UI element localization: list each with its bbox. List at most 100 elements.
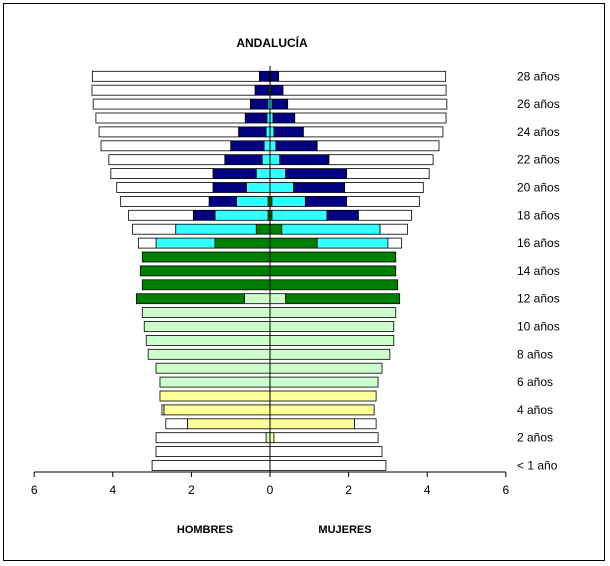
bar-men-28-2 bbox=[91, 70, 260, 82]
x-tick-label-1: 4 bbox=[109, 483, 116, 497]
bar-women-24-0 bbox=[269, 126, 275, 138]
y-tick-label-5: 10 años bbox=[517, 320, 560, 334]
bars-group bbox=[91, 70, 448, 471]
y-tick-label-14: 28 años bbox=[517, 69, 560, 83]
bar-men-7-0 bbox=[155, 362, 271, 374]
bar-men-4-0 bbox=[163, 404, 271, 416]
bar-women-16-2 bbox=[387, 237, 403, 249]
bar-women-8-0 bbox=[269, 348, 391, 360]
bar-women-11-0 bbox=[269, 307, 397, 319]
bar-men-2-1 bbox=[155, 432, 267, 444]
x-tick-label-2: 2 bbox=[188, 483, 195, 497]
bar-women-19-2 bbox=[304, 195, 348, 207]
bar-women-6-0 bbox=[269, 376, 379, 388]
y-tick-label-3: 6 años bbox=[517, 375, 553, 389]
bar-men-24-0 bbox=[265, 126, 271, 138]
bar-men-19-1 bbox=[236, 195, 269, 207]
bar-men-11-0 bbox=[141, 307, 271, 319]
bar-women-28-2 bbox=[278, 70, 447, 82]
bar-women-24-1 bbox=[273, 126, 304, 138]
bar-women-24-2 bbox=[303, 126, 444, 138]
y-tick-label-6: 12 años bbox=[517, 292, 560, 306]
bar-men-16-1 bbox=[155, 237, 216, 249]
bar-women-12-1 bbox=[285, 293, 401, 305]
y-axis-labels: < 1 año 2 años 4 años 6 años 8 años 10 años 12… bbox=[517, 69, 560, 472]
bar-men-8-0 bbox=[147, 348, 271, 360]
bar-men-20-1 bbox=[212, 182, 247, 193]
bar-men-17-1 bbox=[175, 223, 257, 235]
bar-men-6-0 bbox=[159, 376, 271, 388]
bar-women-17-1 bbox=[281, 223, 381, 235]
bar-men-23-1 bbox=[230, 140, 265, 152]
bar-men-20-0 bbox=[246, 182, 271, 193]
bar-men-21-1 bbox=[212, 168, 257, 180]
bar-women-5-0 bbox=[269, 390, 377, 402]
y-tick-label-2: 4 años bbox=[517, 403, 553, 417]
bar-women-16-0 bbox=[269, 237, 318, 249]
bar-men-23-2 bbox=[100, 140, 232, 152]
bar-men-17-0 bbox=[255, 223, 271, 235]
bar-women-18-1 bbox=[271, 209, 328, 221]
bar-women-3-0 bbox=[269, 418, 355, 430]
bar-women-22-2 bbox=[328, 154, 434, 166]
bar-women-23-0 bbox=[269, 140, 277, 152]
bar-men-12-1 bbox=[135, 293, 245, 305]
bar-women-17-0 bbox=[269, 223, 283, 235]
bar-women-20-1 bbox=[293, 182, 346, 193]
y-tick-label-0: < 1 año bbox=[517, 459, 558, 473]
bar-men-24-1 bbox=[238, 126, 267, 138]
bar-women-0-0 bbox=[269, 460, 387, 471]
x-tick-label-4: 2 bbox=[345, 483, 352, 497]
bar-men-27-2 bbox=[91, 84, 256, 96]
bar-men-25-2 bbox=[95, 112, 246, 124]
bar-men-14-0 bbox=[139, 265, 271, 277]
bar-men-21-0 bbox=[255, 168, 271, 180]
bar-men-15-0 bbox=[141, 251, 271, 263]
y-tick-label-9: 18 años bbox=[517, 208, 560, 222]
x-tick-label-3: 0 bbox=[267, 483, 274, 497]
bar-men-5-0 bbox=[159, 390, 271, 402]
bar-men-16-0 bbox=[214, 237, 271, 249]
bar-women-2-1 bbox=[273, 432, 379, 444]
bar-men-28-1 bbox=[258, 70, 270, 82]
y-tick-label-12: 24 años bbox=[517, 125, 560, 139]
bar-men-19-3 bbox=[120, 195, 210, 207]
bar-women-3-1 bbox=[354, 418, 377, 430]
bar-women-27-1 bbox=[270, 84, 284, 96]
y-tick-label-8: 16 años bbox=[517, 236, 560, 250]
bar-men-4-1 bbox=[161, 404, 165, 416]
bar-women-13-0 bbox=[269, 279, 399, 291]
bar-women-21-0 bbox=[269, 168, 287, 180]
bar-women-15-0 bbox=[269, 251, 397, 263]
bar-men-18-2 bbox=[192, 209, 216, 221]
women-label: MUJERES bbox=[318, 524, 371, 536]
bar-women-7-0 bbox=[269, 362, 383, 374]
bar-men-3-1 bbox=[165, 418, 188, 430]
bar-women-27-2 bbox=[282, 84, 447, 96]
bar-women-23-1 bbox=[275, 140, 318, 152]
x-tick-label-6: 6 bbox=[502, 483, 509, 497]
bar-men-20-2 bbox=[116, 182, 214, 193]
x-tick-label-0: 6 bbox=[31, 483, 38, 497]
bar-women-22-1 bbox=[279, 154, 330, 166]
bar-men-21-2 bbox=[110, 168, 214, 180]
bar-men-27-1 bbox=[254, 84, 270, 96]
bar-women-25-1 bbox=[272, 112, 296, 124]
bar-men-18-3 bbox=[128, 209, 194, 221]
bar-women-4-0 bbox=[269, 404, 375, 416]
men-label: HOMBRES bbox=[177, 524, 233, 536]
bar-men-18-1 bbox=[214, 209, 269, 221]
bar-men-0-0 bbox=[151, 460, 271, 471]
y-tick-label-10: 20 años bbox=[517, 181, 560, 195]
y-tick-label-11: 22 años bbox=[517, 153, 560, 167]
bar-women-10-0 bbox=[269, 321, 395, 332]
bar-men-1-0 bbox=[155, 446, 271, 458]
y-tick-label-4: 8 años bbox=[517, 347, 553, 361]
bar-women-22-0 bbox=[269, 154, 281, 166]
bar-men-22-1 bbox=[224, 154, 263, 166]
x-tick-label-5: 4 bbox=[424, 483, 431, 497]
bar-women-12-0 bbox=[269, 293, 287, 305]
chart-title: ANDALUCÍA bbox=[236, 35, 308, 50]
bar-women-28-1 bbox=[270, 70, 280, 82]
y-tick-label-7: 14 años bbox=[517, 264, 560, 278]
